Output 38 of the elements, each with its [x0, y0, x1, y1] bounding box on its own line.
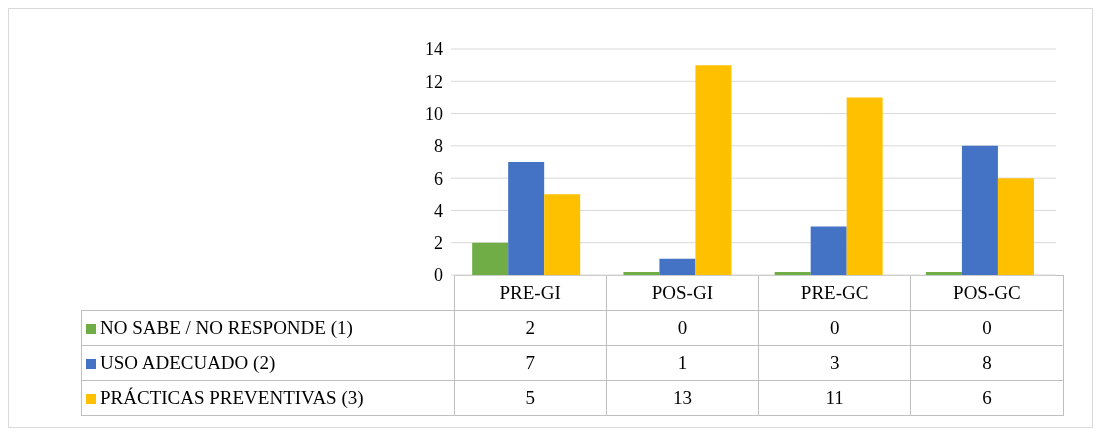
data-label: 0	[606, 310, 759, 346]
data-label: 6	[910, 380, 1063, 416]
legend-label: NO SABE / NO RESPONDE (1)	[100, 317, 353, 338]
bar	[544, 194, 581, 275]
bar	[925, 272, 962, 275]
y-tick-label: 8	[434, 136, 443, 157]
y-tick-label: 10	[425, 103, 443, 124]
x-tick-label: POS-GI	[606, 275, 759, 311]
y-tick-label: 14	[425, 39, 443, 60]
bar	[810, 226, 847, 275]
y-tick-label: 4	[434, 200, 443, 221]
x-tick-label: PRE-GC	[758, 275, 911, 311]
y-tick-label: 2	[434, 233, 443, 254]
bar	[659, 258, 696, 275]
data-label: 0	[758, 310, 911, 346]
y-tick-label: 0	[434, 265, 443, 286]
data-label: 13	[606, 380, 759, 416]
data-label: 1	[606, 345, 759, 381]
data-label: 5	[454, 380, 607, 416]
bar	[997, 178, 1034, 275]
x-tick-label: POS-GC	[910, 275, 1063, 311]
bar	[508, 162, 545, 275]
bar	[623, 272, 660, 275]
bar	[961, 145, 998, 275]
bar	[472, 242, 509, 275]
data-label: 11	[758, 380, 911, 416]
y-tick-label: 12	[425, 71, 443, 92]
y-tick-label: 6	[434, 168, 443, 189]
x-tick-label: PRE-GI	[454, 275, 607, 311]
legend-label: USO ADECUADO (2)	[100, 352, 276, 373]
data-label: 0	[910, 310, 1063, 346]
data-label: 3	[758, 345, 911, 381]
legend-label: PRÁCTICAS PREVENTIVAS (3)	[100, 387, 364, 408]
bar	[774, 272, 811, 275]
bar	[695, 65, 732, 275]
bar	[846, 97, 883, 275]
data-label: 7	[454, 345, 607, 381]
data-label: 8	[910, 345, 1063, 381]
